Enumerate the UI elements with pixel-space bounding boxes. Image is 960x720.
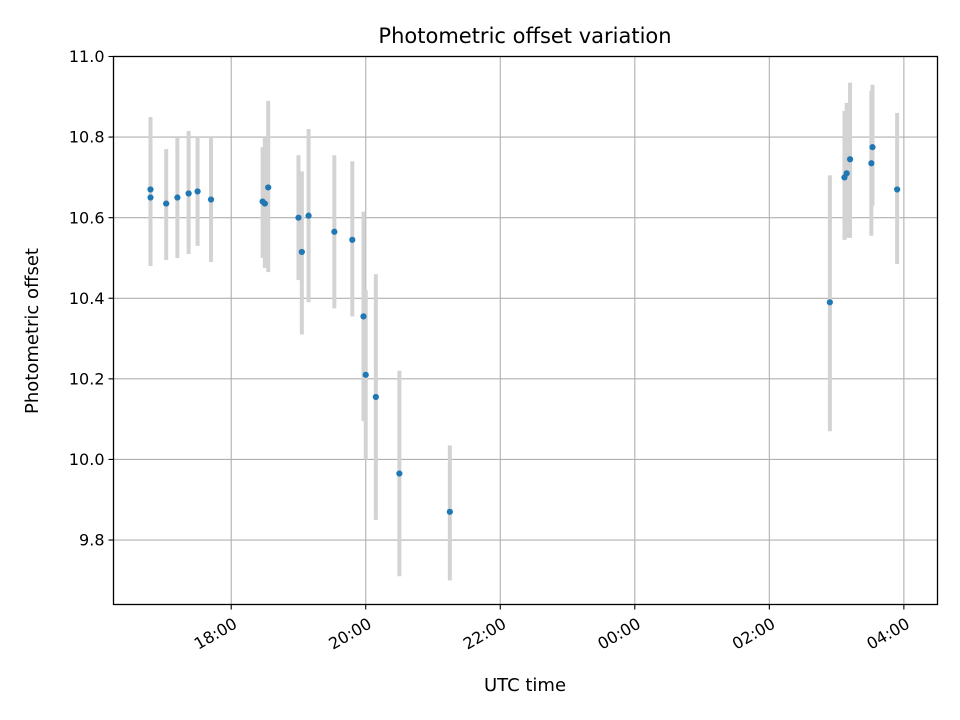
data-point (372, 393, 379, 401)
x-tick-label: 04:00 (863, 614, 912, 654)
data-point (396, 470, 403, 477)
y-tick-label: 10.0 (69, 450, 105, 469)
y-tick-label: 10.8 (69, 128, 105, 147)
y-tick-label: 9.8 (79, 531, 104, 550)
tick-layer: 18:00 20:00 22:00 00:00 02:00 04:00 9.8 10.0 10.… (69, 47, 913, 653)
data-point (894, 186, 901, 193)
data-point (446, 508, 453, 515)
errorbar-layer (148, 82, 900, 581)
x-axis-title: UTC time (484, 675, 566, 696)
plot-frame (112, 55, 939, 606)
data-point (194, 188, 201, 195)
data-point (174, 194, 181, 201)
data-point (360, 313, 367, 320)
data-point (868, 160, 875, 167)
data-point (305, 212, 312, 219)
x-tick-label: 22:00 (460, 614, 509, 654)
data-point (163, 200, 170, 207)
x-tick-label: 00:00 (594, 614, 643, 654)
data-point (147, 194, 154, 201)
data-point (869, 144, 876, 151)
data-point (846, 156, 854, 163)
x-tick-label: 18:00 (191, 614, 240, 654)
data-point (261, 200, 268, 207)
data-point (843, 170, 850, 177)
data-point (349, 236, 356, 243)
y-axis-title: Photometric offset (22, 248, 43, 414)
y-tick-label: 11.0 (69, 47, 105, 66)
grid-layer (113, 55, 938, 605)
data-point (147, 186, 154, 193)
data-point-layer (147, 144, 901, 515)
data-point (331, 228, 338, 235)
data-point (207, 196, 215, 203)
data-point (185, 190, 192, 197)
chart-title: Photometric offset variation (378, 24, 671, 48)
x-tick-label: 02:00 (729, 614, 778, 654)
y-tick-label: 10.6 (69, 208, 105, 227)
data-point (265, 184, 272, 191)
data-point (362, 371, 369, 378)
y-tick-label: 10.4 (69, 289, 105, 308)
x-tick-label: 20:00 (325, 614, 374, 654)
data-point (298, 248, 305, 256)
data-point (295, 214, 302, 221)
data-point (826, 299, 833, 306)
y-tick-label: 10.2 (69, 369, 105, 388)
